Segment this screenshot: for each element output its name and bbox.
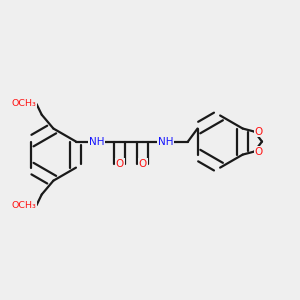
Text: O: O	[116, 159, 124, 169]
Text: NH: NH	[89, 136, 105, 147]
Text: NH: NH	[158, 136, 174, 147]
Text: OCH₃: OCH₃	[12, 201, 37, 210]
Text: O: O	[254, 127, 262, 136]
Text: O: O	[254, 146, 262, 157]
Text: OCH₃: OCH₃	[12, 100, 37, 109]
Text: O: O	[139, 159, 147, 169]
